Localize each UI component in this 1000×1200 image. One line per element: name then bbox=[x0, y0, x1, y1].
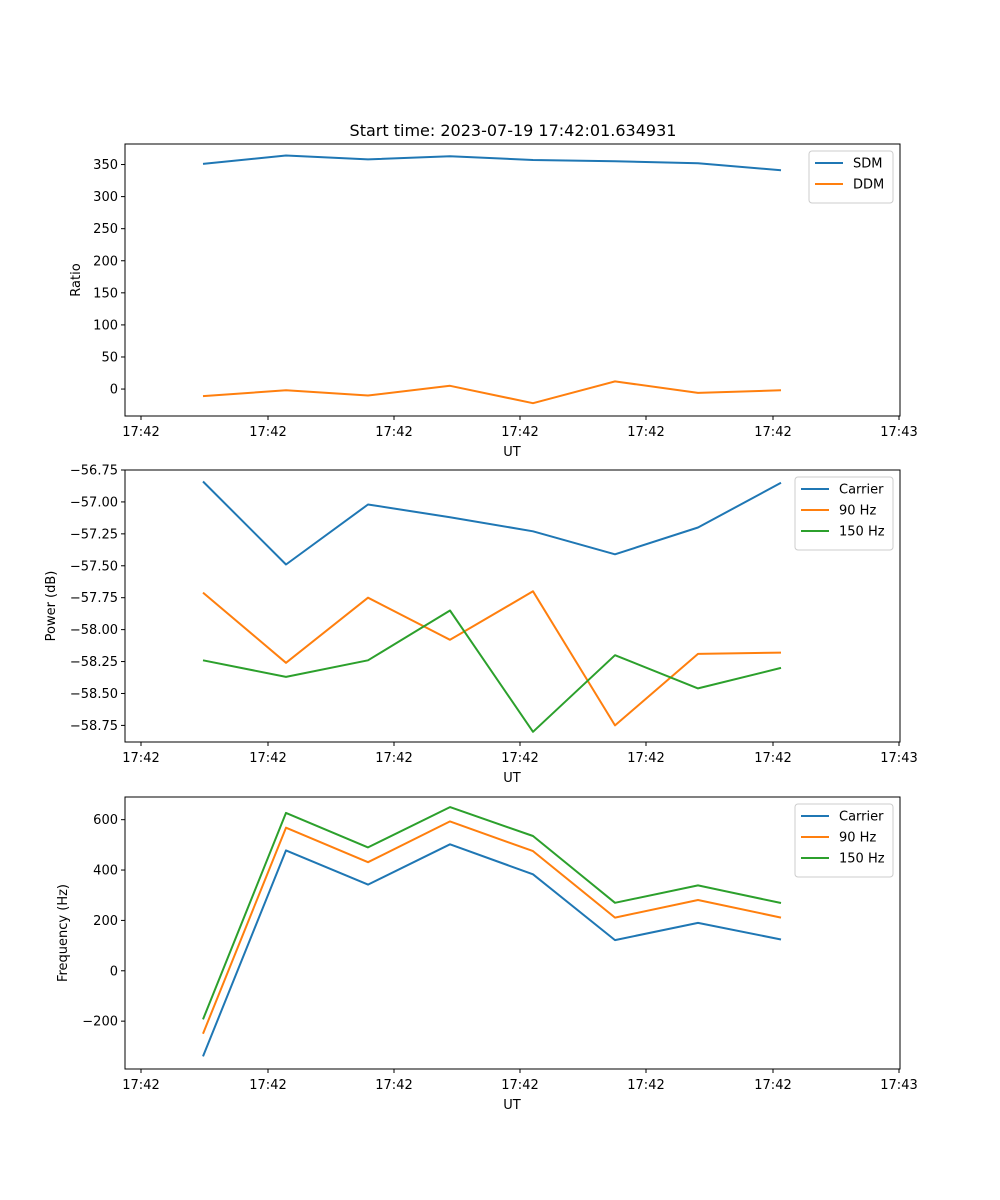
x-tick-label: 17:42 bbox=[249, 425, 286, 440]
plot-frame bbox=[124, 143, 901, 417]
figure-title: Start time: 2023-07-19 17:42:01.634931 bbox=[350, 121, 677, 140]
series-line-carrier bbox=[202, 480, 782, 566]
plot-frame bbox=[124, 796, 901, 1070]
x-tick-label: 17:42 bbox=[375, 1078, 412, 1093]
x-tick-label: 17:42 bbox=[122, 751, 159, 766]
y-tick-label: 400 bbox=[93, 864, 118, 879]
legend-label: 150 Hz bbox=[839, 525, 885, 540]
y-tick-label: −57.50 bbox=[70, 559, 118, 574]
y-tick-label: 50 bbox=[101, 350, 118, 365]
y-tick-label: −57.00 bbox=[70, 495, 118, 510]
panels: 17:42 17:42 17:42 17:42 17:42 17:42 17:43 0 50 10… bbox=[44, 143, 918, 1113]
y-tick-label: −200 bbox=[82, 1015, 118, 1030]
x-axis-label: UT bbox=[503, 445, 521, 460]
y-tick-label: −57.25 bbox=[70, 527, 118, 542]
x-tick-label: 17:42 bbox=[249, 751, 286, 766]
legend-label: 150 Hz bbox=[839, 852, 885, 867]
y-tick-label: 200 bbox=[93, 914, 118, 929]
x-tick-label: 17:42 bbox=[249, 1078, 286, 1093]
legend: Carrier 90 Hz 150 Hz bbox=[794, 803, 894, 878]
series-line-sdm bbox=[202, 154, 782, 172]
series-line-ddm bbox=[202, 380, 782, 405]
y-tick-label: 350 bbox=[93, 158, 118, 173]
x-tick-label: 17:42 bbox=[754, 751, 791, 766]
y-tick-label: 0 bbox=[110, 964, 118, 979]
x-tick-label: 17:42 bbox=[122, 425, 159, 440]
x-tick-label: 17:42 bbox=[375, 425, 412, 440]
series-line-150-hz bbox=[202, 806, 782, 1020]
y-tick-label: −58.50 bbox=[70, 687, 118, 702]
legend-label: Carrier bbox=[839, 810, 884, 825]
x-tick-label: 17:42 bbox=[122, 1078, 159, 1093]
x-tick-label: 17:42 bbox=[627, 751, 664, 766]
y-tick-label: −58.25 bbox=[70, 655, 118, 670]
legend-label: SDM bbox=[853, 157, 882, 172]
y-tick-label: −58.00 bbox=[70, 623, 118, 638]
x-axis-label: UT bbox=[503, 771, 521, 786]
y-axis-label: Power (dB) bbox=[44, 571, 59, 642]
legend-label: 90 Hz bbox=[839, 831, 876, 846]
legend: SDM DDM bbox=[808, 150, 894, 204]
y-tick-label: −58.75 bbox=[70, 719, 118, 734]
panel-frequency: 17:42 17:42 17:42 17:42 17:42 17:42 17:43 −200 0… bbox=[56, 796, 918, 1113]
y-tick-label: −57.75 bbox=[70, 591, 118, 606]
panel-ratio: 17:42 17:42 17:42 17:42 17:42 17:42 17:43 0 50 10… bbox=[69, 143, 918, 460]
legend-label: 90 Hz bbox=[839, 504, 876, 519]
y-axis-label: Frequency (Hz) bbox=[56, 884, 71, 982]
x-tick-label: 17:42 bbox=[627, 1078, 664, 1093]
y-tick-label: 200 bbox=[93, 254, 118, 269]
y-tick-label: 250 bbox=[93, 222, 118, 237]
x-tick-label: 17:42 bbox=[501, 425, 538, 440]
y-tick-label: 0 bbox=[110, 383, 118, 398]
y-tick-label: 600 bbox=[93, 813, 118, 828]
x-tick-label: 17:42 bbox=[501, 1078, 538, 1093]
y-tick-label: −56.75 bbox=[70, 464, 118, 479]
y-axis-label: Ratio bbox=[69, 263, 84, 296]
legend-label: DDM bbox=[853, 178, 884, 193]
x-tick-label: 17:42 bbox=[627, 425, 664, 440]
series-line-150-hz bbox=[202, 609, 782, 733]
y-tick-label: 150 bbox=[93, 286, 118, 301]
y-tick-label: 300 bbox=[93, 190, 118, 205]
x-tick-label: 17:43 bbox=[880, 1078, 917, 1093]
x-tick-label: 17:43 bbox=[880, 751, 917, 766]
series-line-carrier bbox=[202, 843, 782, 1057]
series-line-90-hz bbox=[202, 820, 782, 1035]
legend: Carrier 90 Hz 150 Hz bbox=[794, 476, 894, 551]
y-tick-label: 100 bbox=[93, 318, 118, 333]
legend-label: Carrier bbox=[839, 483, 884, 498]
x-tick-label: 17:42 bbox=[501, 751, 538, 766]
plot-frame bbox=[124, 469, 901, 743]
panel-power: 17:42 17:42 17:42 17:42 17:42 17:42 17:43 −56.7… bbox=[44, 464, 918, 787]
x-axis-label: UT bbox=[503, 1098, 521, 1113]
x-tick-label: 17:42 bbox=[754, 1078, 791, 1093]
x-tick-label: 17:42 bbox=[375, 751, 412, 766]
x-tick-label: 17:43 bbox=[880, 425, 917, 440]
x-tick-label: 17:42 bbox=[754, 425, 791, 440]
series-line-90-hz bbox=[202, 590, 782, 727]
